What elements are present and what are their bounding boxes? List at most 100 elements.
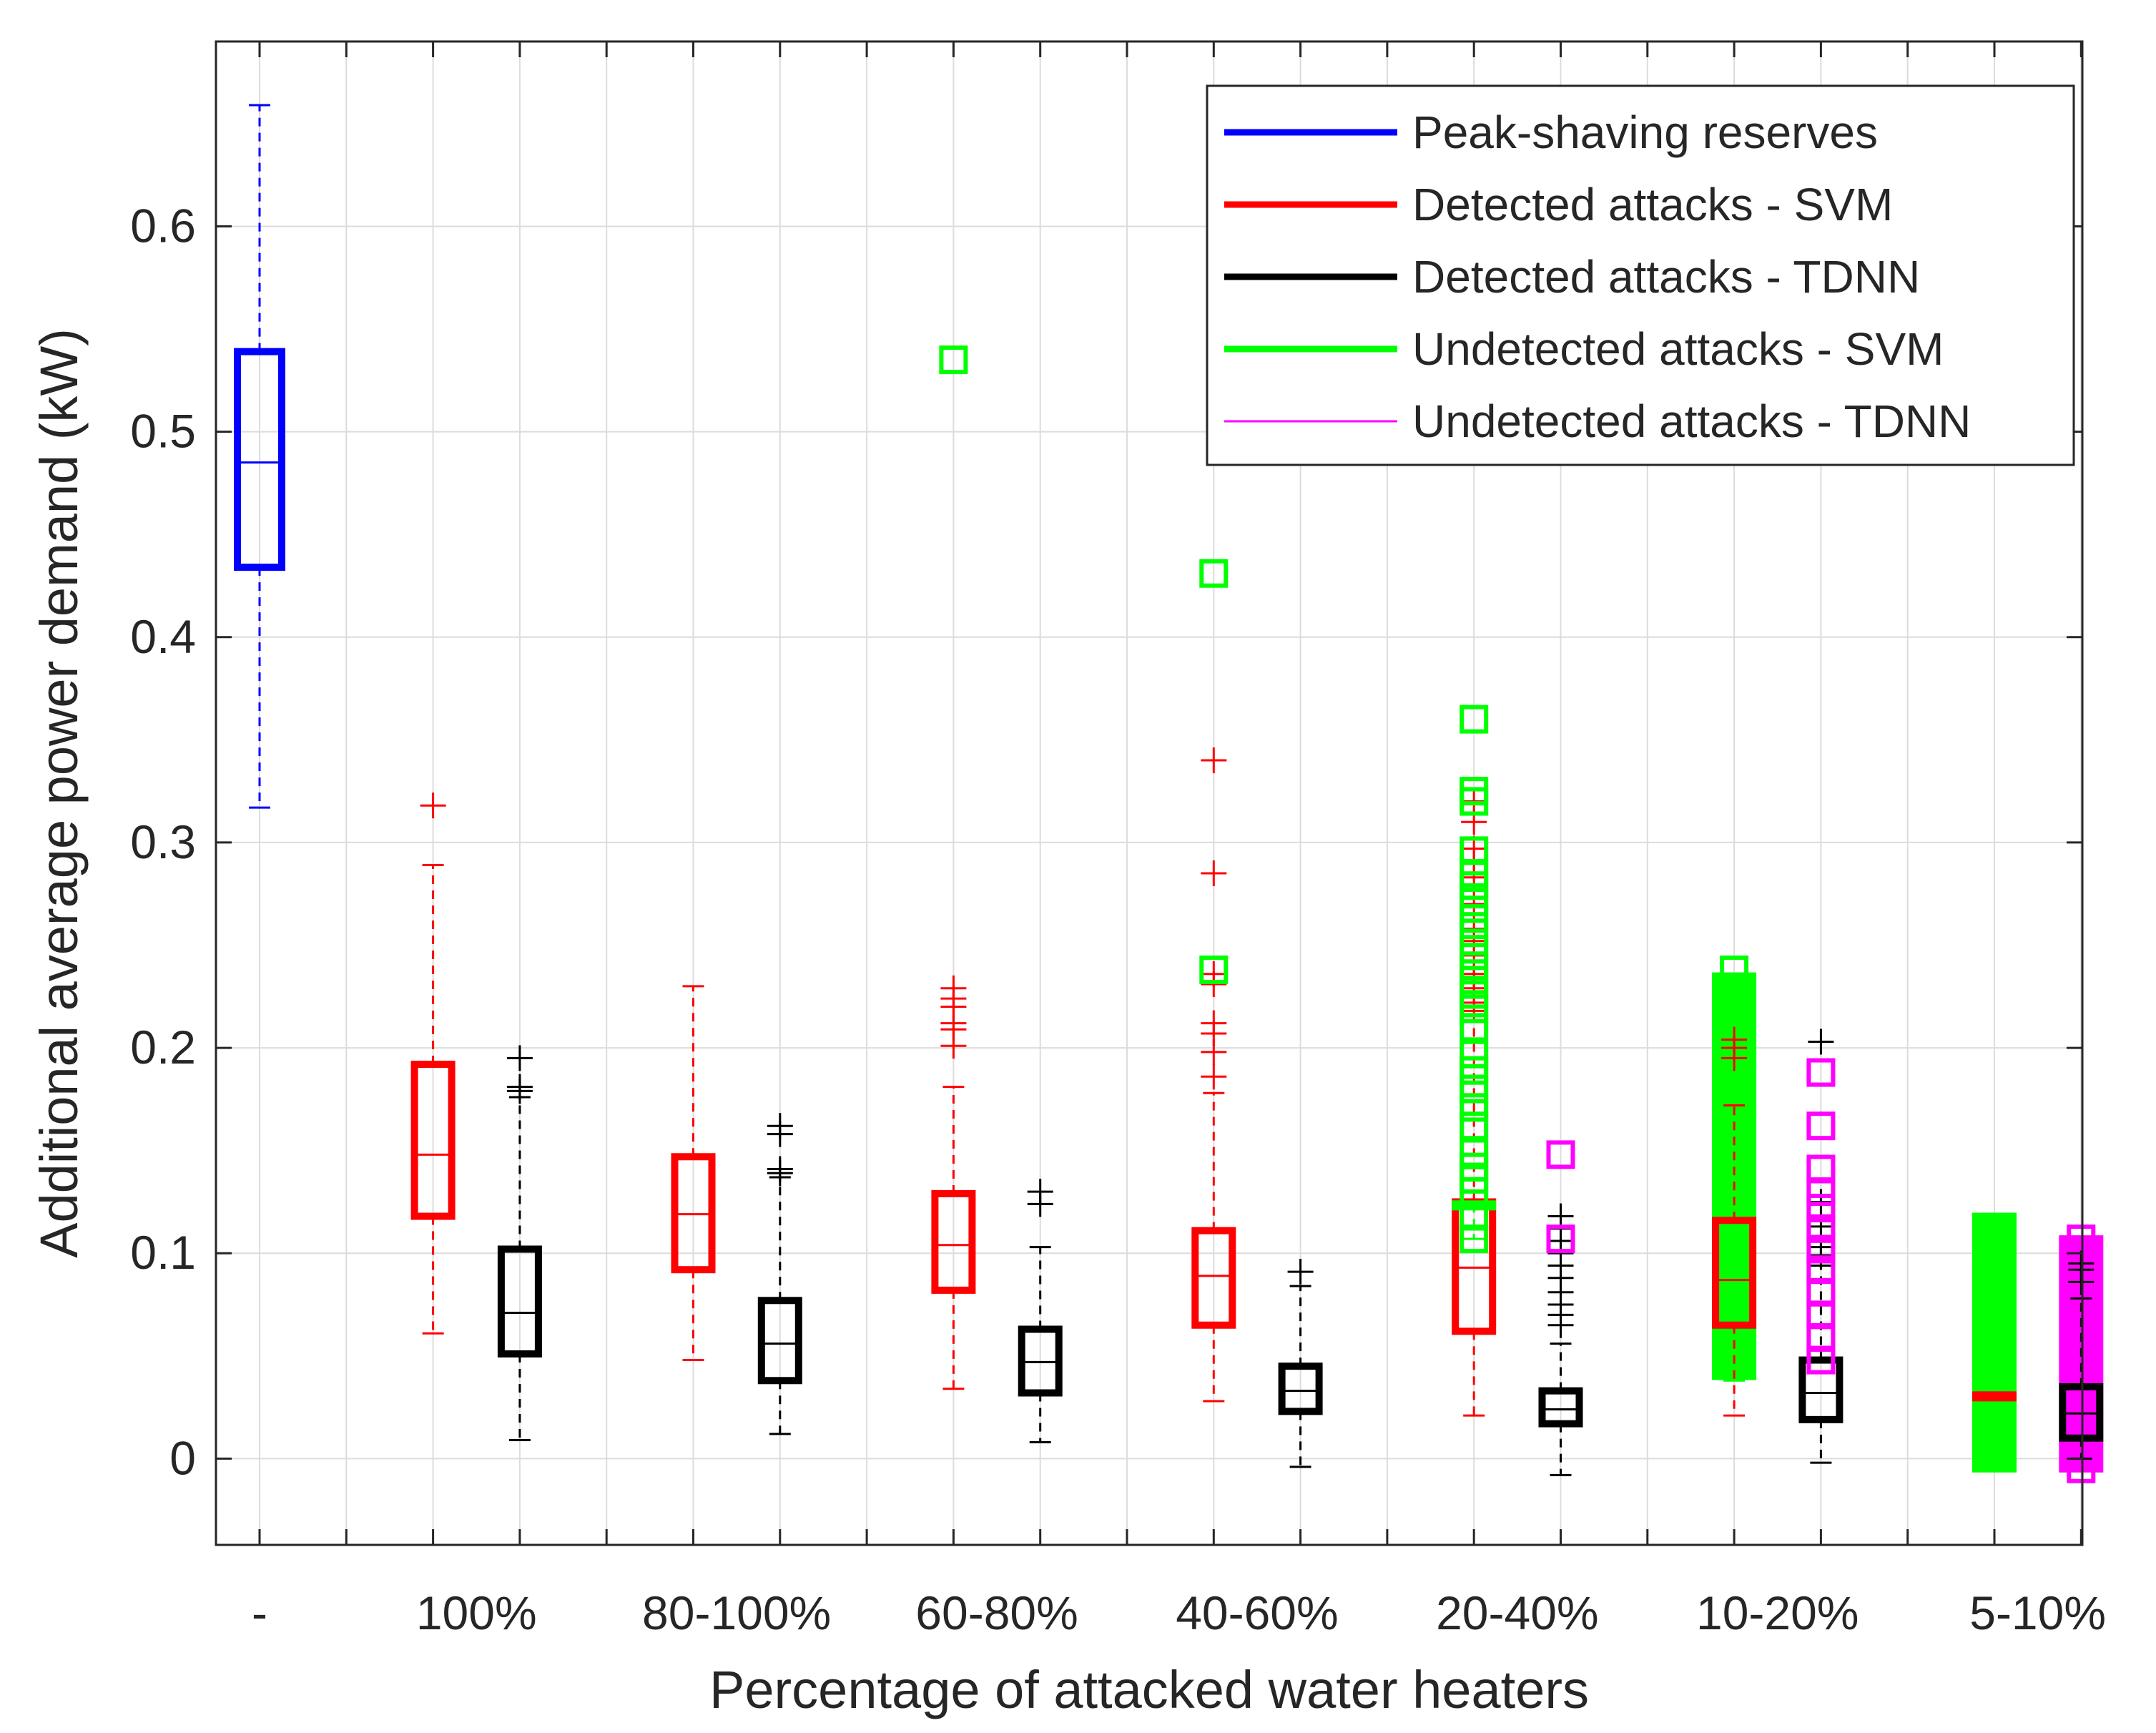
outlier-square xyxy=(1546,1140,1575,1169)
box-40-60-detected-attacks-tdnn xyxy=(1278,1259,1323,1468)
outlier-square xyxy=(1460,918,1489,948)
box-5-10-detected-attacks-tdnn xyxy=(2059,1250,2104,1460)
outlier-plus xyxy=(767,1156,793,1182)
box xyxy=(1278,1363,1323,1415)
outlier-square xyxy=(1460,888,1489,917)
box-60-80-detected-attacks-svm xyxy=(931,975,976,1390)
outlier-plus xyxy=(506,1045,533,1071)
outlier-plus xyxy=(1201,1010,1227,1036)
outlier-square xyxy=(1460,705,1489,734)
y-tick-label: 0.5 xyxy=(130,405,196,458)
box-80-100-detected-attacks-svm xyxy=(671,985,716,1362)
outlier-square xyxy=(1460,935,1489,964)
outlier-square xyxy=(1460,980,1489,1009)
outlier-plus xyxy=(1721,1026,1748,1053)
outlier-square xyxy=(1806,1154,1836,1184)
outlier-plus xyxy=(1201,1064,1227,1090)
x-axis-title: Percentage of attacked water heaters xyxy=(709,1660,1589,1719)
outlier-square xyxy=(1199,955,1229,984)
legend-label-undetected-attacks-svm: Undetected attacks - SVM xyxy=(1412,323,1944,375)
box xyxy=(410,1061,456,1220)
legend-label-detected-attacks-tdnn: Detected attacks - TDNN xyxy=(1412,251,1920,303)
y-tick-label: 0.2 xyxy=(130,1021,196,1074)
box-5-10-undetected-attacks-svm xyxy=(1972,1212,2017,1473)
box xyxy=(1191,1227,1236,1329)
outlier-square xyxy=(1460,1152,1489,1182)
box-10-20-undetected-attacks-tdnn xyxy=(1806,1058,1836,1375)
outlier-plus xyxy=(2068,1250,2095,1277)
outlier-square xyxy=(1460,777,1489,806)
x-tick-label: 60-80% xyxy=(915,1586,1078,1639)
box-100-detected-attacks-tdnn xyxy=(497,1045,542,1442)
y-tick-label: 0 xyxy=(169,1431,196,1484)
outlier-square xyxy=(1460,966,1489,995)
box xyxy=(1712,1217,1757,1329)
outlier-square xyxy=(2067,1393,2096,1422)
outlier-square xyxy=(1546,1224,1575,1254)
outlier-plus xyxy=(1201,747,1227,774)
outlier-square xyxy=(1460,1013,1489,1042)
outlier-plus xyxy=(506,1074,533,1100)
outlier-plus xyxy=(940,975,967,1001)
x-tick-label: 80-100% xyxy=(642,1586,831,1639)
legend-label-peak-shaving-reserves: Peak-shaving reserves xyxy=(1412,107,1878,158)
outlier-square xyxy=(1460,1074,1489,1104)
legend-entry-peak-shaving-reserves: Peak-shaving reserves xyxy=(1224,107,1878,158)
box xyxy=(497,1245,542,1358)
outlier-square xyxy=(1460,1111,1489,1141)
y-tick-label: 0.3 xyxy=(130,815,196,868)
x-tick-label: - xyxy=(252,1586,267,1639)
outlier-square xyxy=(1460,951,1489,981)
box xyxy=(1972,1212,2017,1473)
outlier-square xyxy=(1460,994,1489,1023)
box-40-60-undetected-attacks-svm xyxy=(1199,559,1229,984)
box-100-detected-attacks-svm xyxy=(410,792,456,1335)
box xyxy=(757,1297,802,1385)
x-tick-labels: - 100% 80-100% 60-80% 40-60% 20-40% 10-20% 5-10… xyxy=(252,1586,2106,1639)
outlier-square xyxy=(1806,1058,1836,1087)
outlier-square xyxy=(1806,1214,1836,1243)
outlier-square xyxy=(1460,836,1489,865)
x-tick-label: 100% xyxy=(416,1586,537,1639)
x-tick-label: 5-10% xyxy=(1969,1586,2106,1639)
box-20-40-undetected-attacks-tdnn xyxy=(1546,1140,1575,1254)
box-5-10-detected-attacks-svm xyxy=(1972,1391,2017,1402)
box-10-20-detected-attacks-tdnn xyxy=(1798,1028,1844,1464)
outlier-square xyxy=(1460,904,1489,933)
legend-label-undetected-attacks-tdnn: Undetected attacks - TDNN xyxy=(1412,396,1971,447)
y-tick-label: 0.4 xyxy=(130,610,196,663)
y-tick-label: 0.1 xyxy=(130,1226,196,1279)
outlier-plus xyxy=(420,792,446,819)
box-20-40-undetected-attacks-svm xyxy=(1452,705,1497,1254)
box-60-80-detected-attacks-tdnn xyxy=(1018,1179,1063,1443)
outlier-square xyxy=(1460,1138,1489,1167)
x-tick-label: 40-60% xyxy=(1176,1586,1339,1639)
box xyxy=(1538,1387,1583,1428)
legend: Peak-shaving reserves Detected attacks -… xyxy=(1206,84,2075,466)
outlier-square xyxy=(1806,1194,1836,1223)
legend-label-detected-attacks-svm: Detected attacks - SVM xyxy=(1412,179,1893,230)
legend-entry-undetected-attacks-tdnn: Undetected attacks - TDNN xyxy=(1224,396,1971,447)
x-tick-label: 10-20% xyxy=(1696,1586,1859,1639)
legend-entry-detected-attacks-svm: Detected attacks - SVM xyxy=(1224,179,1893,230)
y-tick-label: 0.6 xyxy=(130,199,196,252)
box-80-100-detected-attacks-tdnn xyxy=(757,1113,802,1435)
box-40-60-detected-attacks-svm xyxy=(1191,747,1236,1403)
data-marks xyxy=(234,104,2104,1483)
outlier-square xyxy=(1199,559,1229,588)
box-60-80-undetected-attacks-svm xyxy=(939,345,968,375)
outlier-plus xyxy=(1287,1259,1314,1285)
outlier-square xyxy=(939,345,968,375)
outlier-square xyxy=(1460,1056,1489,1085)
y-axis-title: Additional average power demand (kW) xyxy=(29,328,89,1258)
outlier-square xyxy=(1806,1255,1836,1285)
outlier-square xyxy=(1460,1039,1489,1069)
y-tick-labels: 0 0.1 0.2 0.3 0.4 0.5 0.6 xyxy=(130,199,196,1484)
box xyxy=(931,1189,976,1294)
x-tick-label: 20-40% xyxy=(1436,1586,1599,1639)
outlier-plus xyxy=(767,1113,793,1139)
outlier-square xyxy=(1806,1111,1836,1141)
outlier-square xyxy=(1720,955,1749,984)
box--peak-shaving-reserves xyxy=(234,104,285,809)
outlier-plus xyxy=(1201,860,1227,886)
